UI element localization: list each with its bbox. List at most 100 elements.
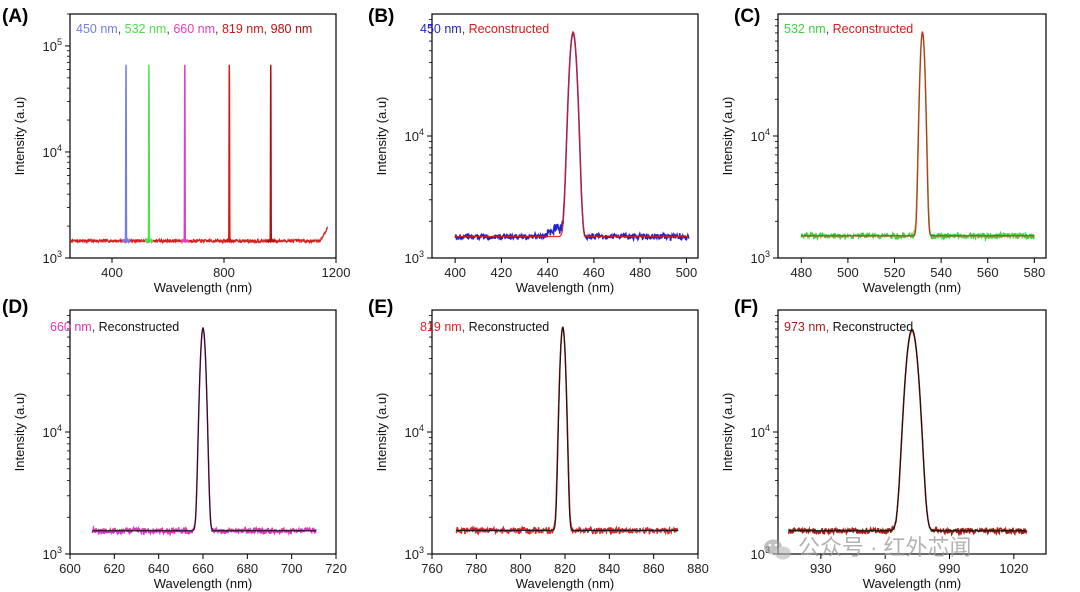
y-axis-title: Intensity (a.u) [374, 393, 389, 472]
x-tick-label: 660 [192, 561, 214, 576]
legend: 819 nm, Reconstructed [420, 320, 549, 334]
x-tick-label: 840 [598, 561, 620, 576]
y-axis-title: Intensity (a.u) [12, 393, 27, 472]
y-axis-title: Intensity (a.u) [374, 97, 389, 176]
plot-frame [777, 309, 1047, 555]
x-axis-title: Wavelength (nm) [516, 576, 615, 591]
legend-entry: 450 nm [420, 22, 462, 36]
plot-area [91, 327, 317, 538]
legend-entry: Reconstructed [833, 22, 914, 36]
panel-label: (E) [368, 297, 393, 318]
legend-entry: 532 nm [784, 22, 826, 36]
panel-label: (D) [2, 297, 28, 318]
legend-entry: , [118, 22, 125, 36]
series-line-660-nm [180, 64, 189, 243]
plot-area [800, 31, 1036, 243]
reconstructed-spectrum-line [456, 326, 679, 532]
background-spectrum [70, 226, 328, 245]
legend-entry: Reconstructed [469, 320, 550, 334]
legend: 660 nm, Reconstructed [50, 320, 179, 334]
watermark: 公众号 · 红外芯闻 [764, 535, 972, 560]
panel-a: 400 800 1200 103 104 105 Wavelength (nm) Intens… [2, 6, 350, 295]
legend-entry: 532 nm [125, 22, 167, 36]
x-tick-label: 500 [676, 265, 698, 280]
x-tick-label: 580 [1023, 265, 1045, 280]
measured-spectrum-line [454, 32, 690, 243]
legend-entry: , [215, 22, 222, 36]
panel-c: 480 500 520 540 560 580 103 104 Wavelength (nm) I… [720, 6, 1047, 295]
plot-frame [777, 13, 1047, 259]
plot-area [455, 326, 679, 536]
legend-entry: , [264, 22, 271, 36]
series-line-980-nm [266, 64, 275, 244]
x-tick-label: 400 [101, 265, 123, 280]
x-tick-label: 540 [930, 265, 952, 280]
x-tick-label: 620 [103, 561, 125, 576]
x-tick-label: 880 [687, 561, 709, 576]
x-tick-label: 700 [281, 561, 303, 576]
legend: 450 nm, 532 nm, 660 nm, 819 nm, 980 nm [76, 22, 312, 36]
legend-entry: Reconstructed [99, 320, 180, 334]
x-axis-title: Wavelength (nm) [154, 280, 253, 295]
x-tick-label: 720 [325, 561, 347, 576]
x-tick-label: 820 [554, 561, 576, 576]
y-tick-label: 103 [43, 249, 62, 266]
panel-label: (A) [2, 6, 28, 27]
reconstructed-spectrum-line [455, 31, 689, 238]
legend: 973 nm, Reconstructed [784, 320, 913, 334]
reconstructed-spectrum-line [801, 31, 1035, 237]
y-tick-label: 103 [751, 249, 770, 266]
x-tick-label: 480 [790, 265, 812, 280]
x-tick-label: 960 [874, 561, 896, 576]
panel-label: (C) [734, 6, 760, 27]
x-tick-label: 760 [421, 561, 443, 576]
y-tick-label: 105 [43, 37, 62, 54]
x-tick-label: 1020 [999, 561, 1028, 576]
series-line-532-nm [144, 64, 154, 244]
x-tick-label: 400 [444, 265, 466, 280]
x-axis-title: Wavelength (nm) [154, 576, 253, 591]
plot-frame [431, 13, 699, 259]
y-tick-label: 104 [43, 143, 62, 160]
legend-entry: 819 nm [420, 320, 462, 334]
x-tick-label: 420 [491, 265, 513, 280]
plot-frame [69, 13, 337, 259]
y-axis-title: Intensity (a.u) [720, 393, 735, 472]
legend-entry: 819 nm [222, 22, 264, 36]
x-tick-label: 640 [148, 561, 170, 576]
legend-entry: , [92, 320, 99, 334]
x-axis-title: Wavelength (nm) [516, 280, 615, 295]
legend: 532 nm, Reconstructed [784, 22, 913, 36]
legend-entry: , [462, 320, 469, 334]
legend-entry: Reconstructed [469, 22, 550, 36]
wechat-icon [764, 539, 791, 560]
legend-entry: 660 nm [173, 22, 215, 36]
x-tick-label: 520 [884, 265, 906, 280]
watermark-text: 公众号 · 红外芯闻 [798, 535, 972, 560]
x-tick-label: 780 [465, 561, 487, 576]
reconstructed-spectrum-line [92, 327, 317, 532]
y-tick-label: 103 [43, 545, 62, 562]
legend-entry: 660 nm [50, 320, 92, 334]
legend-entry: , [826, 22, 833, 36]
x-axis-title: Wavelength (nm) [863, 576, 962, 591]
y-axis-title: Intensity (a.u) [12, 97, 27, 176]
series-line-819-nm [225, 64, 234, 244]
y-axis-title: Intensity (a.u) [720, 97, 735, 176]
measured-spectrum-line [91, 328, 317, 538]
y-tick-label: 104 [405, 127, 424, 144]
panel-b: 400 420 440 460 480 500 103 104 Wavelength (nm) I… [368, 6, 699, 295]
panel-d: 600 620 640 660 680 700 720 103 104 Wavelength (n… [2, 297, 347, 591]
x-tick-label: 800 [213, 265, 235, 280]
y-tick-label: 104 [43, 423, 62, 440]
y-tick-label: 104 [751, 127, 770, 144]
x-tick-label: 860 [643, 561, 665, 576]
y-tick-label: 104 [405, 423, 424, 440]
legend-entry: 980 nm [271, 22, 313, 36]
plot-area [70, 64, 328, 245]
x-tick-label: 1200 [322, 265, 351, 280]
x-tick-label: 460 [583, 265, 605, 280]
legend-entry: , [166, 22, 173, 36]
legend-entry: 973 nm [784, 320, 826, 334]
